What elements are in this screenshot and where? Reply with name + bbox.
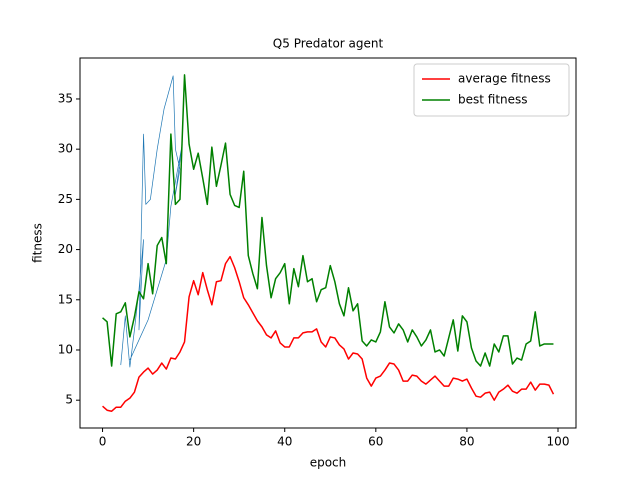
- legend-box: [413, 63, 570, 117]
- y-tick-label: 15: [58, 292, 73, 306]
- plot-frame: [79, 57, 577, 429]
- legend-label: average fitness: [458, 72, 551, 86]
- y-tick-label: 30: [58, 142, 73, 156]
- data-line: [102, 74, 554, 367]
- data-line: [102, 255, 555, 412]
- chart-title: Q5 Predator agent: [273, 37, 384, 51]
- x-axis-label: epoch: [310, 456, 347, 470]
- data-line: [120, 75, 183, 368]
- legend-label: best fitness: [458, 93, 528, 107]
- y-tick-label: 5: [65, 393, 73, 407]
- y-tick-label: 20: [58, 242, 73, 256]
- y-tick-label: 35: [58, 91, 73, 105]
- x-tick-label: 80: [459, 435, 474, 449]
- y-axis-label: fitness: [31, 223, 45, 263]
- x-tick-label: 60: [368, 435, 383, 449]
- y-tick-label: 25: [58, 192, 73, 206]
- x-tick-label: 0: [99, 435, 107, 449]
- x-tick-label: 40: [277, 435, 292, 449]
- x-tick-label: 20: [186, 435, 201, 449]
- x-tick-label: 100: [547, 435, 570, 449]
- y-tick-label: 10: [58, 342, 73, 356]
